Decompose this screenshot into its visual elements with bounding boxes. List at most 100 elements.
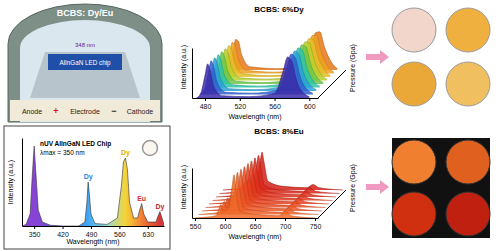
x-tick-mark: [285, 218, 286, 221]
x-axis: 350 420 490 560 630: [23, 226, 165, 238]
x-tick-mark: [240, 98, 241, 101]
terminal-label: Electrode: [70, 108, 100, 115]
arrow: [366, 50, 389, 64]
x-tick: 490: [86, 226, 98, 238]
trace-line: [202, 169, 322, 211]
spectrum-panel: 350420490560630Wavelength (nm)Intensity …: [4, 126, 170, 249]
terminal-label: +: [53, 106, 58, 116]
spectrum-line: [22, 146, 164, 226]
z-axis-title: Pressure (Gpa): [349, 44, 357, 92]
spectrum-area: [22, 146, 164, 226]
trace-marks: [195, 152, 343, 218]
trace-line: [195, 175, 315, 218]
x-tick: 600: [304, 98, 316, 110]
trace: [202, 169, 322, 211]
x-tick-label: 350: [29, 231, 41, 238]
photo: [446, 192, 490, 236]
trace-line: [213, 161, 333, 201]
trace: [199, 172, 319, 214]
arrow: [366, 180, 389, 194]
trace: [195, 175, 315, 218]
chart-title: BCBS: 8%Eu: [254, 127, 303, 136]
terminal-label: −: [111, 106, 116, 116]
x-tick-mark: [91, 226, 92, 229]
waterfall-panel: 480520560600Wavelength (nm)Intensity (a.…: [180, 5, 357, 121]
x-tick-label: 420: [57, 231, 69, 238]
y-axis: [192, 169, 193, 219]
x-axis-title: Wavelength (nm): [228, 233, 281, 241]
x-tick: 350: [29, 226, 41, 238]
reflector-cup: [30, 52, 140, 98]
x-tick-mark: [309, 98, 310, 101]
x-tick-label: 560: [269, 103, 281, 110]
x-tick: 560: [114, 226, 126, 238]
pressure-axis-line: [318, 70, 346, 98]
x-tick: 480: [200, 98, 212, 110]
x-tick: 700: [280, 218, 292, 230]
x-tick-label: 520: [234, 103, 246, 110]
trace-line: [209, 164, 329, 204]
base-strip: [10, 100, 160, 121]
x-tick-label: 600: [304, 103, 316, 110]
diagram-title: BCBS: Dy/Eu: [57, 8, 114, 18]
trace-area: [213, 161, 333, 201]
emission-photo: [143, 141, 158, 156]
emission-label: 348 nm: [75, 42, 95, 48]
x-tick-mark: [255, 218, 256, 221]
x-tick-mark: [119, 226, 120, 229]
chip-label: AlInGaN LED chip: [59, 59, 111, 67]
trace-area: [209, 164, 329, 204]
chart-title: BCBS: 6%Dy: [254, 5, 304, 14]
photo: [392, 62, 436, 106]
x-tick: 600: [220, 218, 232, 230]
x-tick-mark: [34, 226, 35, 229]
trace: [196, 57, 309, 98]
led-chip: [48, 54, 122, 70]
photo: [392, 192, 436, 236]
x-tick: 630: [142, 226, 154, 238]
y-axis: [22, 139, 23, 227]
trace-line: [199, 172, 319, 214]
photo: [446, 140, 490, 184]
chart-title: nUV AlInGaN LED Chip: [40, 140, 111, 148]
x-tick-label: 630: [142, 231, 154, 238]
waterfall-panel: 550600650700750Wavelength (nm)Intensity …: [180, 127, 357, 241]
x-axis: 480 520 560 600: [193, 98, 319, 110]
x-tick-mark: [195, 218, 196, 221]
x-tick-label: 600: [220, 223, 232, 230]
peak-label: Dy: [155, 203, 164, 211]
trace: [206, 167, 326, 208]
spectrum-marks: [22, 146, 164, 226]
peak-label: Dy: [84, 173, 93, 181]
x-tick: 520: [234, 98, 246, 110]
x-axis: 550600650700750: [190, 218, 322, 230]
x-tick: 550: [190, 218, 202, 230]
y-axis: [192, 49, 193, 99]
panel-frame: [4, 126, 170, 249]
y-axis-title: Intensity (a.u.): [180, 165, 188, 209]
trace-area: [195, 175, 315, 218]
trace-area: [206, 167, 326, 208]
y-axis-line: [192, 169, 193, 219]
x-tick-label: 490: [86, 231, 98, 238]
trace-line: [206, 167, 326, 208]
dome-outer: [8, 4, 162, 122]
trace-line: [196, 57, 309, 98]
x-tick-mark: [275, 98, 276, 101]
y-axis-line: [22, 139, 23, 227]
x-tick-mark: [315, 218, 316, 221]
x-axis-title: Wavelength (nm): [66, 238, 119, 246]
z-axis-title: Pressure (Gpa): [349, 164, 357, 212]
x-axis-title: Wavelength (nm): [228, 113, 281, 121]
chart-subtitle: λmax = 350 nm: [40, 149, 85, 156]
y-axis-line: [192, 49, 193, 99]
x-axis-line: [193, 98, 319, 99]
x-tick-label: 560: [114, 231, 126, 238]
x-tick-label: 480: [200, 103, 212, 110]
photo: [446, 62, 490, 106]
x-tick-label: 650: [250, 223, 262, 230]
x-tick-mark: [225, 218, 226, 221]
x-tick: 420: [57, 226, 69, 238]
trace-area: [199, 172, 319, 214]
terminal-label: Anode: [22, 108, 42, 115]
